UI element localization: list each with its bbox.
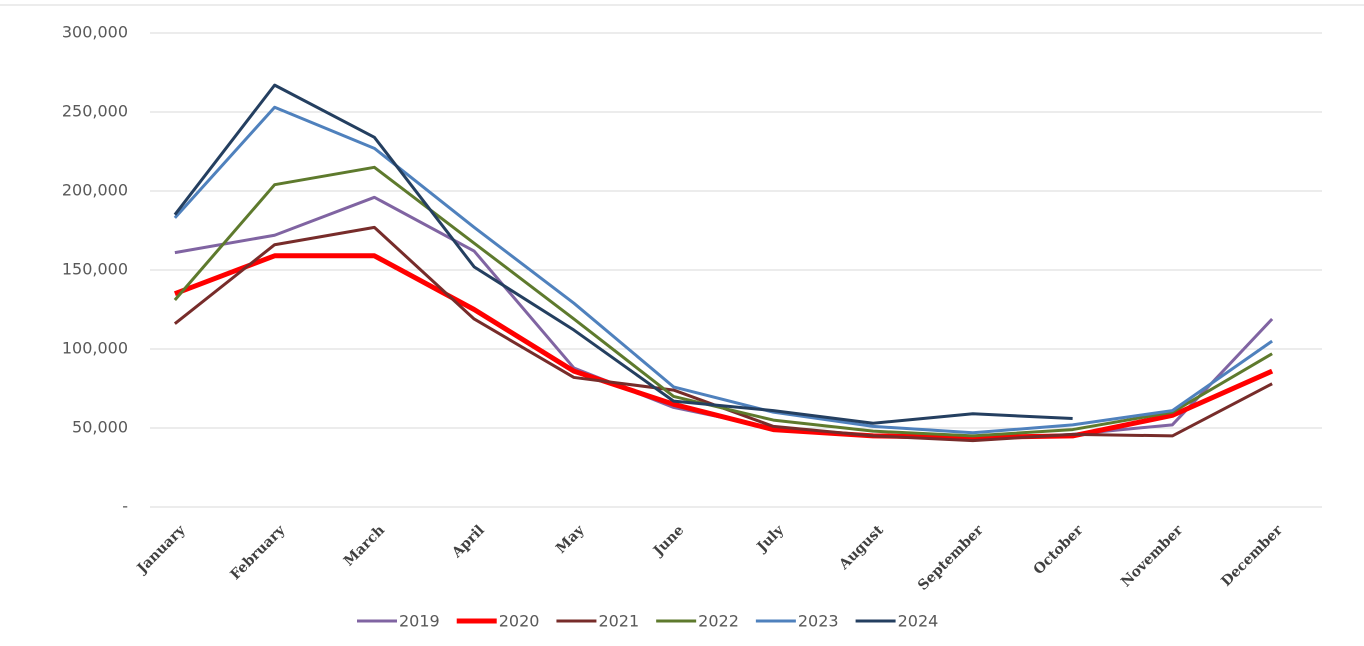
y-tick-label: 200,000 xyxy=(62,181,128,200)
x-tick-label: January xyxy=(133,522,189,578)
x-tick-label: July xyxy=(753,522,788,557)
legend: 2019 2020 2021 2022 2023 2024 xyxy=(357,612,938,631)
legend-label: 2022 xyxy=(698,612,739,631)
legend-label: 2024 xyxy=(898,612,939,631)
x-tick-label: June xyxy=(649,522,687,560)
x-tick-label: April xyxy=(448,522,487,561)
series-line xyxy=(173,83,1073,425)
y-tick-label: 300,000 xyxy=(62,23,128,42)
x-tick-label: December xyxy=(1218,522,1286,590)
x-tick-label: November xyxy=(1118,522,1186,590)
x-tick-label: September xyxy=(915,522,987,594)
x-tick-label: August xyxy=(836,522,888,574)
x-tick-label: May xyxy=(553,522,588,557)
y-tick-label: 50,000 xyxy=(72,418,128,437)
series-line xyxy=(173,165,1273,438)
legend-label: 2019 xyxy=(399,612,440,631)
y-tick-label: 100,000 xyxy=(62,339,128,358)
x-tick-label: February xyxy=(227,522,288,583)
legend-label: 2023 xyxy=(798,612,839,631)
legend-label: 2020 xyxy=(499,612,540,631)
x-tick-label: October xyxy=(1031,522,1087,578)
x-tick-label: March xyxy=(341,522,388,569)
y-tick-label: 150,000 xyxy=(62,260,128,279)
series-line xyxy=(173,105,1273,435)
legend-label: 2021 xyxy=(598,612,639,631)
y-tick-label: 250,000 xyxy=(62,102,128,121)
y-tick-label: - xyxy=(122,497,128,516)
series-line xyxy=(173,253,1274,440)
